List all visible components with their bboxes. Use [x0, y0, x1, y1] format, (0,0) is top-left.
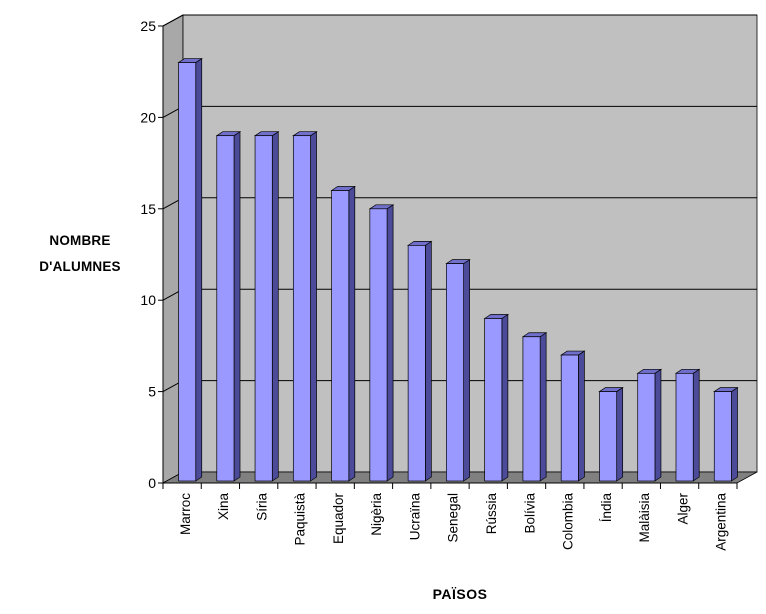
- y-axis-label-line-2: D'ALUMNES: [39, 259, 121, 274]
- bar-front: [522, 336, 541, 482]
- bar: [521, 332, 548, 482]
- x-tick-label: Marroc: [178, 493, 193, 535]
- back-wall: [182, 14, 758, 473]
- bar-front: [484, 318, 503, 482]
- bar-side: [692, 368, 700, 482]
- bar-side: [539, 332, 547, 482]
- bars: [177, 57, 739, 482]
- bar-front: [713, 391, 732, 482]
- y-tick-label: 10: [140, 292, 156, 308]
- bar-front: [637, 372, 656, 482]
- y-tick-label: 20: [140, 109, 156, 125]
- bar-front: [292, 135, 311, 482]
- bar-side: [578, 350, 585, 482]
- x-tick-label: Argentina: [714, 493, 729, 551]
- bar-side: [348, 185, 356, 482]
- x-tick-label: Bolívia: [522, 493, 537, 534]
- gridline-side: [162, 14, 184, 27]
- x-tick-label: Índia: [599, 493, 614, 523]
- bar-front: [254, 135, 273, 482]
- y-tick-label: 5: [148, 384, 156, 400]
- bar-front: [369, 208, 388, 482]
- bar-side: [463, 258, 470, 482]
- bar: [368, 204, 395, 482]
- bar-front: [560, 354, 579, 482]
- bar-side: [424, 240, 432, 482]
- bar-front: [331, 190, 350, 482]
- x-tick-label: Paquistà: [293, 493, 308, 546]
- bar: [598, 386, 624, 482]
- x-tick-labels: Marroc Xina Síria Paquistà Equador Nigèria Ucr…: [178, 492, 729, 550]
- bar-front: [446, 263, 464, 482]
- bar: [445, 258, 471, 482]
- bar-side: [195, 57, 203, 482]
- bar-side: [654, 368, 662, 482]
- x-axis-label: PAÏSOS: [432, 586, 488, 602]
- bar: [674, 368, 701, 482]
- bar: [713, 386, 739, 482]
- x-tick-label: Malàisia: [637, 493, 652, 543]
- bar-side: [233, 131, 241, 482]
- x-tick-label: Nigèria: [369, 493, 384, 536]
- x-tick-label: Rússia: [484, 493, 499, 535]
- bar: [636, 368, 663, 482]
- bar-front: [178, 62, 197, 482]
- bar-side: [386, 204, 394, 482]
- chart-back-wall: [162, 14, 758, 484]
- x-tick-label: Síria: [254, 493, 269, 521]
- axes: [158, 25, 738, 489]
- bar: [483, 313, 510, 482]
- x-tick-label: Senegal: [446, 493, 461, 543]
- y-tick-label: 0: [148, 475, 156, 491]
- bar-side: [271, 131, 279, 482]
- y-tick-label: 25: [140, 18, 156, 34]
- bar-side: [731, 386, 738, 482]
- x-tick-label: Equador: [331, 493, 346, 545]
- bar-side: [501, 313, 509, 482]
- y-tick-labels: 0 5 10 15 20 25: [140, 18, 156, 491]
- bar-front: [216, 135, 235, 482]
- bar: [292, 131, 318, 482]
- y-tick-label: 15: [140, 201, 156, 217]
- bar-front: [675, 372, 694, 482]
- x-tick-label: Colombia: [561, 493, 576, 551]
- bar-front: [599, 391, 618, 482]
- bar: [215, 131, 242, 482]
- x-tick-label: Alger: [675, 492, 690, 524]
- bar: [406, 240, 433, 482]
- x-tick-label: Ucraïna: [407, 493, 422, 541]
- y-axis-label-line-1: NOMBRE: [49, 233, 111, 248]
- bar: [253, 131, 280, 482]
- bar: [177, 57, 203, 482]
- bar-side: [616, 386, 624, 482]
- bar-side: [310, 131, 317, 482]
- bar: [560, 350, 586, 482]
- x-tick-label: Xina: [216, 493, 231, 521]
- bar-front: [407, 245, 426, 482]
- bar: [330, 185, 356, 482]
